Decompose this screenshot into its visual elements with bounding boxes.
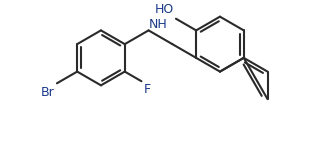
Text: NH: NH bbox=[149, 18, 168, 31]
Text: Br: Br bbox=[41, 86, 55, 99]
Text: HO: HO bbox=[155, 3, 174, 16]
Text: F: F bbox=[143, 83, 150, 96]
